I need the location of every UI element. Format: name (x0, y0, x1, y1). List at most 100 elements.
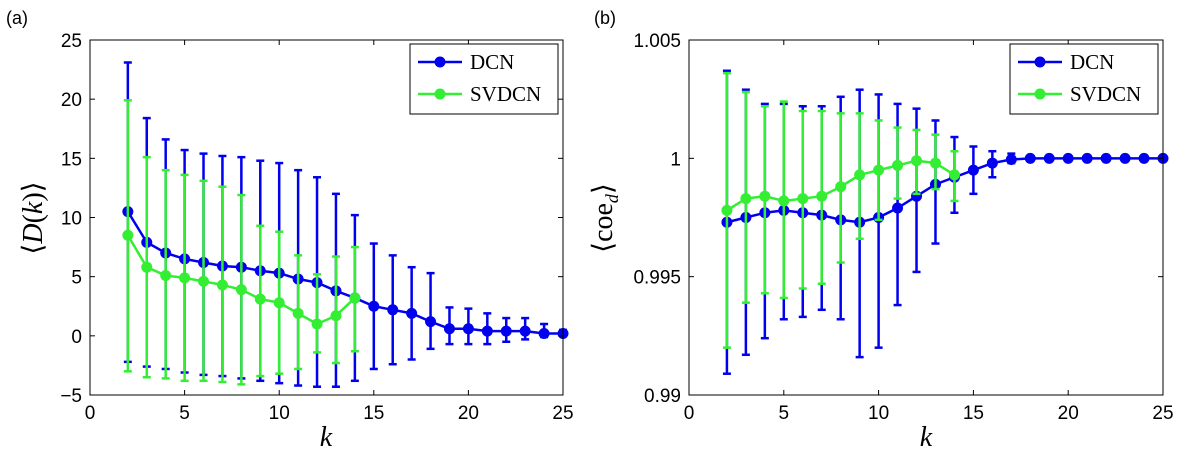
panel-a-y-tick-label: 15 (61, 149, 82, 170)
panel-b-dcn-point (1062, 152, 1074, 164)
panel-b-dcn-point (892, 202, 904, 214)
panel-a-legend-svdcn-label: SVDCN (470, 82, 541, 106)
panel-b-y-tick-label: 0.995 (633, 268, 681, 289)
panel-b-svdcn-point (778, 195, 790, 207)
panel-a-ylabel-k: k (18, 201, 49, 214)
panel-a-svdcn-point (235, 284, 247, 296)
panel-b-x-axis-label: k (920, 422, 933, 451)
panel-a-legend-dcn-marker (434, 56, 446, 68)
panel-b-ylabel-sub: d (602, 193, 622, 203)
panel-a-dcn-point (406, 307, 418, 319)
panel-b-svdcn-point (835, 181, 847, 193)
panel-b-dcn-point (1119, 152, 1131, 164)
panel-a-svdcn-point (349, 292, 361, 304)
panel-a-x-tick-label: 10 (269, 403, 290, 424)
panel-b-dcn-point (967, 164, 979, 176)
panel-a-legend: DCN SVDCN (409, 43, 559, 115)
panel-b-legend-svdcn-marker (1034, 88, 1046, 100)
panel-b-ylabel-coe: coe (588, 203, 619, 242)
panel-a-x-tick-label: 15 (363, 403, 384, 424)
panel-a-svdcn-point (292, 307, 304, 319)
panel-a-dcn-point (368, 300, 380, 312)
panel-a-ylabel-paren-open: ( (18, 214, 49, 223)
panel-b-legend: DCN SVDCN (1009, 43, 1159, 115)
panel-a-svdcn-point (160, 269, 172, 281)
panel-a-ylabel-d: D (18, 223, 49, 244)
panel-b-legend-dcn-marker (1034, 56, 1046, 68)
panel-a-svdcn-point (179, 272, 191, 284)
panel-b-series-svdcn (721, 71, 960, 349)
panel-a-svdcn-point (273, 297, 285, 309)
panel-a-x-tick-label: 20 (458, 403, 479, 424)
panel-b-x-tick-label: 15 (963, 403, 984, 424)
panel-b-svdcn-point (948, 169, 960, 181)
panel-a-ylabel-close: ⟩ (18, 181, 49, 192)
panel-b-y-tick-label: 0.99 (644, 386, 681, 407)
panel-b-marks (721, 69, 1169, 375)
panel-b-dcn-point (1100, 152, 1112, 164)
panel-a-x-tick-label: 5 (179, 403, 190, 424)
panel-b-svdcn-point (929, 157, 941, 169)
panel-a-dcn-error-bar (426, 271, 435, 351)
panel-b-legend-box (1009, 43, 1159, 115)
panel-a-svdcn-error-bar (313, 273, 322, 354)
panel-a-series-svdcn (122, 99, 361, 386)
svg-text:⟨coed⟩: ⟨coed⟩ (588, 183, 622, 253)
panel-b-svdcn-point (854, 169, 866, 181)
panel-b-svdcn-point (740, 193, 752, 205)
panel-b-y-tick-label: 1 (670, 149, 681, 170)
panel-b-svdcn-point (759, 190, 771, 202)
panel-a-dcn-point (462, 323, 474, 335)
panel-b: (b) 0 5 10 15 20 25 0.99 0.995 1 1.005 k ⟨coed⟩ D… (588, 8, 1174, 451)
panel-b-ticks: 0 5 10 15 20 25 0.99 0.995 1 1.005 (633, 31, 1173, 424)
panel-a-dcn-point (443, 323, 455, 335)
panel-a-svdcn-point (216, 279, 228, 291)
panel-a-y-tick-label: 20 (61, 90, 82, 111)
svg-text:⟨D(k)⟩: ⟨D(k)⟩ (18, 181, 49, 254)
panel-a-svdcn-point (311, 318, 323, 330)
panel-a-svdcn-point (254, 293, 266, 305)
panel-a-dcn-point (425, 316, 437, 328)
panel-a-x-tick-label: 0 (85, 403, 96, 424)
panel-b-dcn-point (1024, 152, 1036, 164)
panel-a-legend-box (409, 43, 559, 115)
panel-a-dcn-point (387, 304, 399, 316)
panel-b-svdcn-point (873, 164, 885, 176)
panel-a-legend-dcn-label: DCN (470, 50, 514, 74)
panel-b-ylabel-open: ⟨ (588, 242, 619, 253)
panel-b-dcn-point (1138, 152, 1150, 164)
panel-a-svdcn-point (122, 229, 134, 241)
panel-a-x-axis-label: k (320, 422, 333, 451)
panel-b-x-tick-label: 20 (1058, 403, 1079, 424)
panel-a-marks (122, 61, 569, 388)
panel-a-svdcn-error-bar (331, 255, 340, 365)
panel-b-ylabel-close: ⟩ (588, 183, 619, 194)
panel-a-y-tick-label: 0 (71, 327, 82, 348)
panel-a-dcn-point (481, 325, 493, 337)
panel-b-legend-svdcn-label: SVDCN (1070, 82, 1141, 106)
panel-b-dcn-point (1043, 152, 1055, 164)
panel-b-y-tick-label: 1.005 (633, 31, 681, 52)
panel-b-label: (b) (594, 8, 616, 28)
panel-b-dcn-point (986, 157, 998, 169)
panel-a-ylabel-paren-close: ) (18, 192, 49, 201)
panel-a-y-axis-label: ⟨D(k)⟩ (18, 181, 49, 254)
panel-a-y-tick-label: 10 (61, 209, 82, 230)
panel-a-dcn-point (519, 325, 531, 337)
panel-a-y-tick-label: 25 (61, 31, 82, 52)
panel-b-y-axis-label: ⟨coed⟩ (588, 183, 622, 253)
panel-b-axes-frame (688, 39, 1164, 396)
panel-b-x-tick-label: 0 (684, 403, 695, 424)
panel-a-label: (a) (6, 8, 28, 28)
panel-b-x-tick-label: 5 (779, 403, 790, 424)
panel-b-svdcn-point (721, 204, 733, 216)
panel-a-dcn-point (538, 327, 550, 339)
panel-a-legend-svdcn-marker (434, 88, 446, 100)
panel-b-dcn-point (1005, 154, 1017, 166)
panel-a-svdcn-point (330, 310, 342, 322)
panel-a-ylabel-open: ⟨ (18, 244, 49, 255)
panel-b-svdcn-point (797, 193, 809, 205)
